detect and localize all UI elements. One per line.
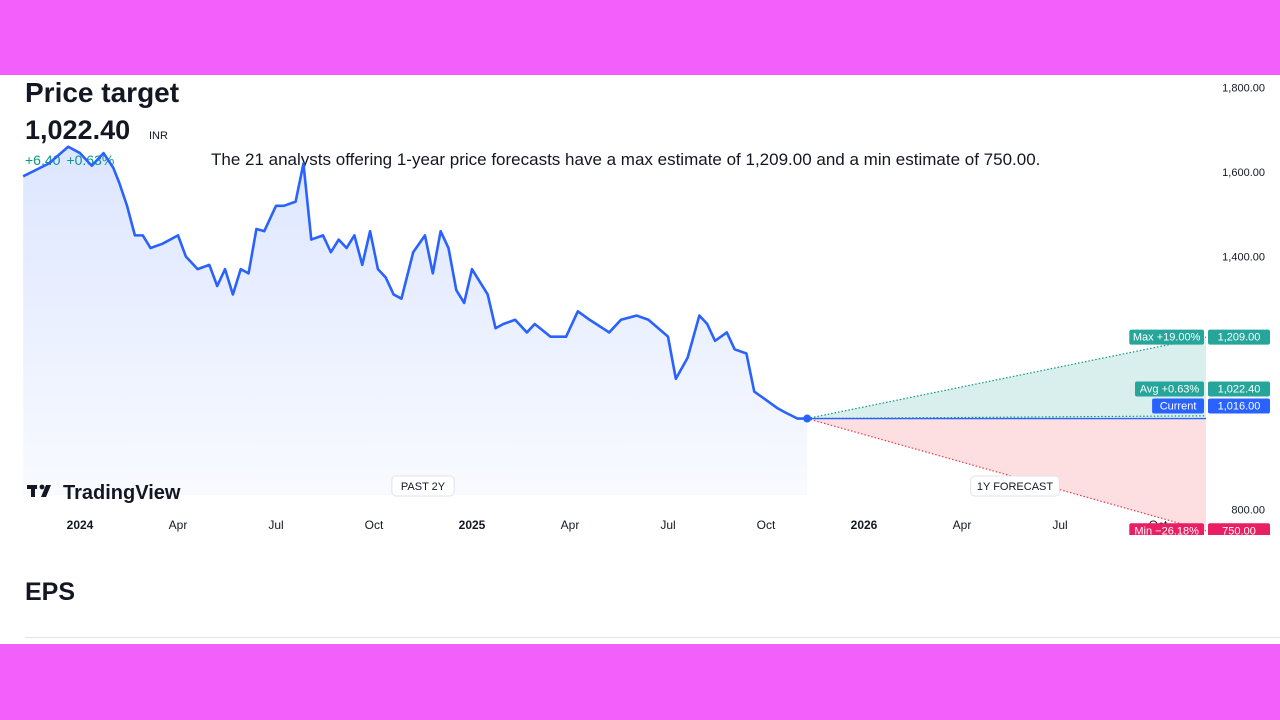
tradingview-logo-text: TradingView (63, 482, 181, 504)
price-value: 1,022.40 (25, 115, 131, 145)
current-price-point[interactable] (803, 414, 812, 423)
max-estimate-label-tag: Max +19.00% (1133, 332, 1201, 344)
price-series-line[interactable] (22, 145, 808, 420)
tradingview-logo-icon (27, 484, 51, 497)
current-price-label: Current 1,016.00 (1152, 398, 1270, 414)
past-period-pill-bg (391, 475, 455, 497)
currency-label: INR (149, 130, 168, 142)
x-tick-label: Apr (169, 518, 188, 532)
y-tick-label: 1,400.00 (1222, 251, 1265, 263)
current-price-label-value-bg (1208, 398, 1270, 414)
forecast-period-pill-text: 1Y FORECAST (977, 481, 1053, 493)
min-estimate-label-value: 750.00 (1222, 525, 1256, 535)
x-tick-label: 2025 (459, 518, 486, 532)
section-divider (25, 637, 1280, 638)
forecast-min-line (806, 417, 1207, 532)
min-estimate-label-value-bg (1208, 523, 1270, 535)
max-estimate-label-tag-bg (1129, 329, 1204, 345)
min-estimate-label: Min −26.18% 750.00 (1129, 523, 1270, 535)
x-tick-label: 2024 (67, 518, 94, 532)
y-tick-label: 800.00 (1231, 505, 1265, 517)
y-tick-label: 1,600.00 (1222, 167, 1265, 179)
min-estimate-label-tag-bg (1129, 523, 1204, 535)
analyst-summary: The 21 analysts offering 1-year price fo… (211, 150, 1041, 169)
forecast-max-line (807, 336, 1207, 420)
x-tick-label: Oct (365, 518, 384, 532)
page-title: Price target (25, 77, 180, 108)
avg-estimate-label-tag: Avg +0.63% (1140, 384, 1200, 396)
past-period-pill: PAST 2Y (391, 475, 455, 497)
x-tick-label: Jul (660, 518, 675, 532)
x-tick-label: Apr (953, 518, 972, 532)
forecast-period-pill-bg (970, 475, 1060, 497)
forecast-period-pill: 1Y FORECAST (970, 475, 1060, 497)
x-tick-label: 2026 (851, 518, 878, 532)
eps-section-title: EPS (25, 578, 76, 606)
max-estimate-label-value: 1,209.00 (1218, 332, 1261, 344)
avg-estimate-label-value-bg (1208, 381, 1270, 397)
x-tick-label: Jul (268, 518, 283, 532)
avg-estimate-label-value: 1,022.40 (1218, 384, 1261, 396)
current-price-label-tag: Current (1160, 401, 1197, 413)
current-price-label-tag-bg (1152, 398, 1204, 414)
x-tick-label: Apr (561, 518, 580, 532)
avg-estimate-label-tag-bg (1135, 381, 1204, 397)
price-target-chart[interactable]: 1,800.00 1,600.00 1,400.00 800.00 2024 Apr Ju… (0, 75, 1280, 535)
tradingview-logo[interactable]: TradingView (27, 482, 181, 504)
past-period-pill-text: PAST 2Y (401, 481, 446, 493)
price-target-card: Price target 1,022.40 INR +6.40 +0.63% Th… (0, 75, 1280, 644)
x-tick-label: Jul (1052, 518, 1067, 532)
x-tick-label: Oct (757, 518, 776, 532)
min-estimate-label-tag: Min −26.18% (1134, 525, 1199, 535)
max-estimate-label-value-bg (1208, 329, 1270, 345)
avg-estimate-label: Avg +0.63% 1,022.40 (1135, 381, 1270, 397)
y-tick-label: 1,800.00 (1222, 83, 1265, 95)
price-area-fill (23, 146, 808, 496)
current-price-label-value: 1,016.00 (1218, 401, 1261, 413)
max-estimate-label: Max +19.00% 1,209.00 (1129, 329, 1270, 345)
